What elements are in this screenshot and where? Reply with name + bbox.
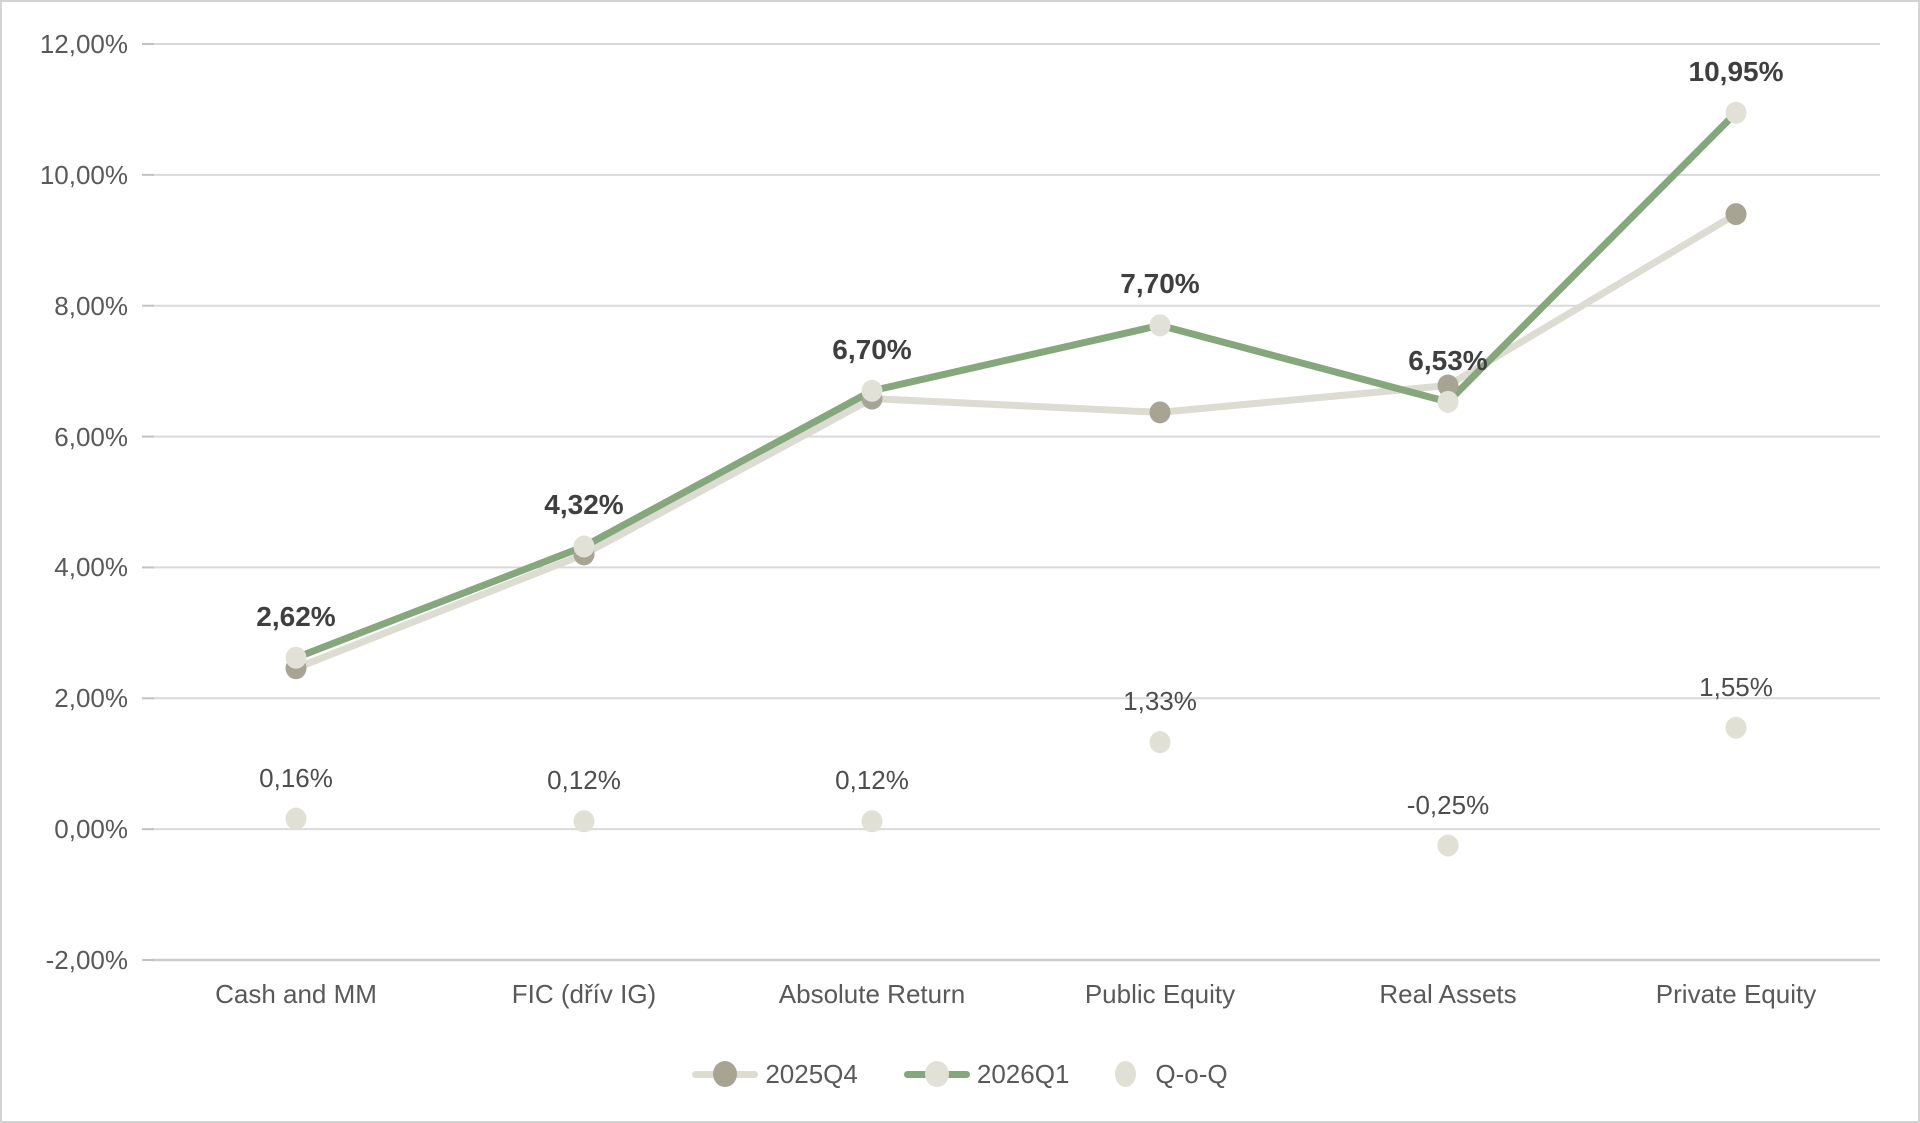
legend-label: 2026Q1 xyxy=(976,1058,1070,1089)
y-tick-label: 4,00% xyxy=(54,552,128,583)
series-marker-2025Q4 xyxy=(1149,401,1171,424)
legend-dot-icon xyxy=(1115,1061,1137,1087)
legend-marker xyxy=(924,1061,949,1087)
legend-label: 2025Q4 xyxy=(765,1058,858,1089)
legend-item-2025Q4[interactable]: 2025Q4 xyxy=(692,1059,858,1090)
data-label-2026Q1-1: 2,62% xyxy=(256,600,336,632)
data-label-2026Q1-4: 7,70% xyxy=(1120,268,1200,300)
y-tick-label: 12,00% xyxy=(39,29,128,59)
series-marker-Q-o-Q xyxy=(285,807,307,830)
data-label-2026Q1-5: 6,53% xyxy=(1408,344,1488,376)
data-label-2026Q1-2: 4,32% xyxy=(544,489,624,521)
series-line-2026Q1 xyxy=(292,109,1740,662)
qoq-label-Q-o-Q-5: -0,25% xyxy=(1406,789,1490,820)
data-label-2026Q1-6: 10,95% xyxy=(1688,55,1784,87)
x-axis-label-4: Public Equity xyxy=(1084,979,1236,1009)
series-marker-2026Q1 xyxy=(285,646,307,669)
y-tick-label: 10,00% xyxy=(39,159,128,190)
legend-marker xyxy=(713,1061,738,1087)
series-marker-2025Q4 xyxy=(1437,374,1459,397)
legend-line-marker-swatch xyxy=(903,1060,970,1088)
y-tick-label: 0,00% xyxy=(54,814,128,845)
qoq-label-Q-o-Q-4: 1,33% xyxy=(1123,686,1197,717)
series-marker-2026Q1 xyxy=(1149,314,1171,337)
qoq-label-Q-o-Q-1: 0,16% xyxy=(259,762,333,793)
legend-item-2026Q1[interactable]: 2026Q1 xyxy=(903,1058,1070,1090)
series-marker-2026Q1 xyxy=(861,379,883,402)
y-tick-label: 2,00% xyxy=(54,683,128,714)
x-axis-label-2: FIC (dřív IG) xyxy=(511,979,657,1009)
series-marker-Q-o-Q xyxy=(1149,731,1171,754)
qoq-label-Q-o-Q-6: 1,55% xyxy=(1699,671,1773,702)
series-marker-2025Q4 xyxy=(1725,203,1747,226)
x-axis-label-6: Private Equity xyxy=(1655,979,1817,1009)
x-axis-label-3: Absolute Return xyxy=(778,979,966,1009)
y-tick-label: 8,00% xyxy=(54,290,128,321)
qoq-label-Q-o-Q-3: 0,12% xyxy=(835,765,909,796)
series-marker-2026Q1 xyxy=(1725,101,1747,124)
y-tick-label: -2,00% xyxy=(45,945,128,975)
series-marker-Q-o-Q xyxy=(573,810,595,833)
y-tick-label: 6,00% xyxy=(54,421,128,452)
x-axis-label-1: Cash and MM xyxy=(215,979,377,1009)
data-label-2026Q1-3: 6,70% xyxy=(832,333,912,365)
legend-item-Q-o-Q[interactable]: Q-o-Q xyxy=(1115,1058,1228,1090)
legend-label: Q-o-Q xyxy=(1155,1058,1228,1089)
qoq-label-Q-o-Q-2: 0,12% xyxy=(547,765,621,796)
series-marker-2026Q1 xyxy=(1437,390,1459,413)
series-marker-Q-o-Q xyxy=(861,810,883,833)
x-axis-label-5: Real Assets xyxy=(1379,979,1517,1009)
chart-legend: 2025Q4 2026Q1 Q-o-Q xyxy=(2,1048,1918,1100)
series-marker-Q-o-Q xyxy=(1725,716,1747,739)
series-line-2025Q4 xyxy=(292,210,1740,672)
series-marker-2026Q1 xyxy=(573,535,595,558)
legend-line-marker-swatch xyxy=(692,1060,759,1088)
series-marker-Q-o-Q xyxy=(1437,834,1459,857)
